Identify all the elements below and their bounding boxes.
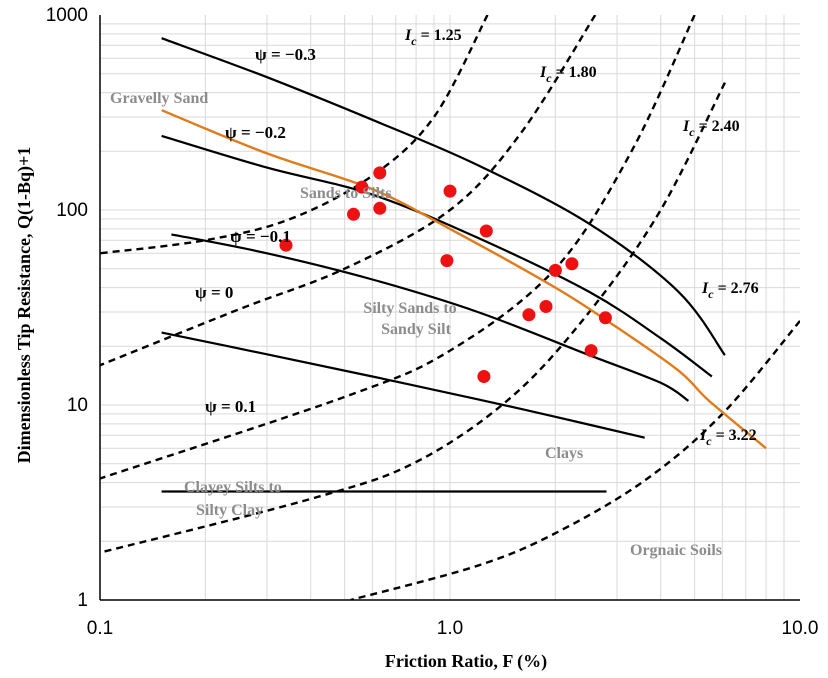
ic-curve-0 — [100, 15, 489, 255]
data-point-0 — [279, 238, 293, 252]
zone-label-silty-sands-line1: Silty Sands to — [363, 300, 456, 317]
svg-text:Ic= 3.22: Ic = 3.22 — [699, 427, 757, 448]
y-tick-label-2: 100 — [56, 200, 88, 221]
data-point-5 — [440, 254, 454, 268]
zone-label-silty-sands-line2: Sandy Silt — [381, 321, 451, 338]
ic-label-3-22: Ic = 3.22 — [699, 427, 757, 448]
svg-text:Ic= 2.40: Ic = 2.40 — [682, 118, 740, 139]
trend-line — [161, 109, 767, 450]
grid — [99, 15, 800, 601]
ic-curves — [100, 15, 800, 600]
psi-curve-2 — [171, 233, 690, 402]
data-point-1 — [347, 207, 360, 221]
y-tick-label-3: 1000 — [46, 5, 88, 26]
psi-label-minus-0-1: ψ = −0.1 — [230, 227, 291, 246]
psi-curve-0 — [161, 37, 726, 356]
trend-line-group — [161, 109, 767, 450]
zone-label-organic-soils: Orgnaic Soils — [630, 542, 722, 559]
y-tick-label-1: 10 — [67, 395, 88, 416]
y-tick-label-0: 1 — [77, 590, 88, 611]
zone-label-clayey-silts-line1: Clayey Silts to — [184, 479, 282, 496]
data-points — [279, 166, 612, 383]
ic-label-2-76: Ic = 2.76 — [701, 280, 759, 301]
ic-curve-4 — [350, 320, 800, 600]
data-point-11 — [548, 263, 562, 277]
ic-label-1-25: Ic = 1.25 — [404, 27, 462, 48]
svg-text:Ic= 2.76: Ic = 2.76 — [701, 280, 759, 301]
psi-label-0: ψ = 0 — [195, 283, 233, 302]
data-point-6 — [443, 184, 457, 198]
data-point-8 — [477, 370, 491, 383]
axes: 0.1 1.0 10.0 1 10 100 1000 — [46, 5, 819, 639]
zone-label-clays: Clays — [545, 445, 583, 462]
data-point-10 — [539, 300, 553, 313]
data-point-14 — [598, 311, 612, 325]
data-point-7 — [479, 224, 493, 238]
y-axis-title: Dimensionless Tip Resistance, Q(1-Bq)+1 — [14, 147, 35, 464]
data-point-2 — [355, 180, 369, 194]
x-tick-label-1: 1.0 — [437, 618, 463, 639]
ic-label-1-80: Ic = 1.80 — [539, 64, 597, 85]
ic-curve-1 — [100, 15, 597, 367]
data-point-4 — [373, 201, 387, 215]
data-point-3 — [373, 166, 387, 180]
x-axis-title: Friction Ratio, F (%) — [385, 651, 547, 672]
data-point-9 — [522, 308, 536, 322]
psi-label-minus-0-2: ψ = −0.2 — [225, 123, 286, 142]
ic-label-2-40: Ic = 2.40 — [682, 118, 740, 139]
psi-curve-1 — [161, 134, 713, 378]
zone-label-sands-to-silts: Sands to Silts — [300, 185, 392, 202]
data-point-12 — [565, 257, 579, 271]
ic-curve-2 — [100, 15, 696, 480]
psi-label-minus-0-3: ψ = −0.3 — [255, 45, 316, 64]
psi-curve-3 — [161, 331, 645, 439]
svg-text:Ic= 1.80: Ic = 1.80 — [539, 64, 597, 85]
svg-text:Ic= 1.25: Ic = 1.25 — [404, 27, 462, 48]
psi-curves — [161, 37, 726, 493]
zone-label-clayey-silts-line2: Silty Clay — [196, 502, 263, 519]
x-tick-label-2: 10.0 — [782, 618, 819, 639]
x-tick-label-0: 0.1 — [87, 618, 113, 639]
psi-label-0-1: ψ = 0.1 — [205, 397, 256, 416]
data-point-13 — [584, 344, 598, 358]
zone-label-gravelly-sand: Gravelly Sand — [110, 90, 208, 107]
